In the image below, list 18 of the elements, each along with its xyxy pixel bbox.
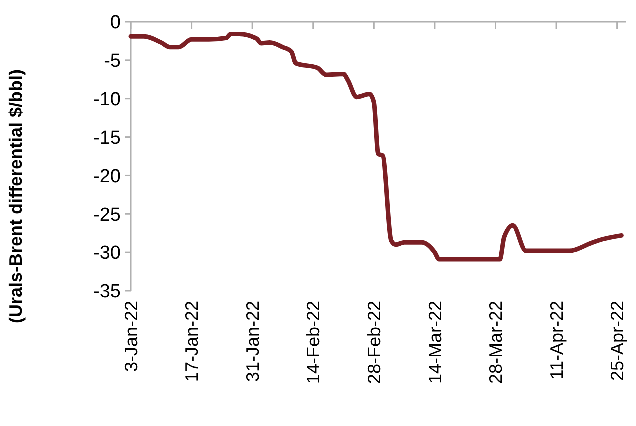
x-tick-label: 25-Apr-22 <box>608 301 628 382</box>
x-tick-label: 17-Jan-22 <box>182 301 202 382</box>
y-tick-label: -20 <box>94 166 121 188</box>
x-tick-label: 28-Mar-22 <box>486 301 506 384</box>
x-tick-label: 11-Apr-22 <box>546 301 567 380</box>
y-tick-label: -5 <box>104 51 121 72</box>
x-tick-label: 14-Mar-22 <box>425 301 446 384</box>
x-tick-label: 31-Jan-22 <box>242 301 263 382</box>
x-tick-label: 14-Feb-22 <box>304 301 324 384</box>
y-tick-label: -35 <box>94 282 121 303</box>
y-tick-label: -30 <box>94 243 121 264</box>
y-tick-label: -10 <box>94 90 121 111</box>
x-tick-label: 28-Feb-22 <box>364 301 384 384</box>
y-tick-label: -15 <box>94 128 121 149</box>
y-tick-label: 0 <box>110 12 121 34</box>
y-axis-title: (Urals-Brent differential $/bbl) <box>6 69 26 324</box>
x-tick-label: 3-Jan-22 <box>121 301 142 372</box>
y-tick-label: -25 <box>94 204 121 226</box>
